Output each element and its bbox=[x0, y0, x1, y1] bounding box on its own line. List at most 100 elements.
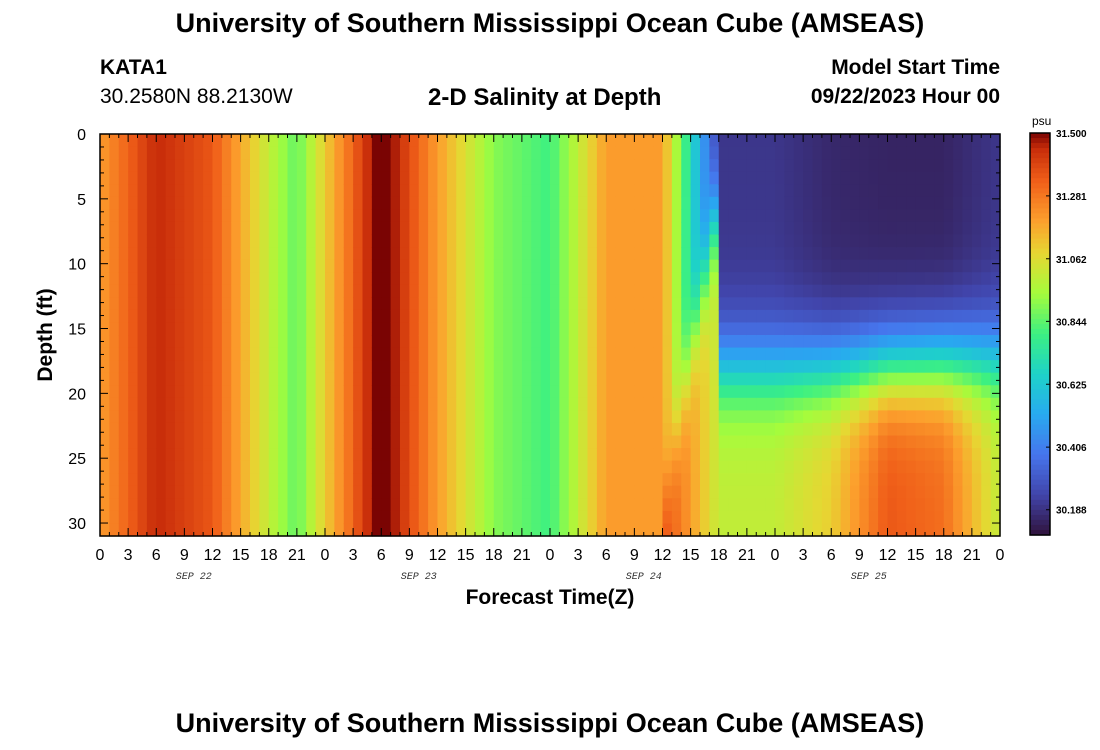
heatmap-cell bbox=[831, 473, 842, 487]
heatmap-cell bbox=[409, 134, 420, 148]
heatmap-cell bbox=[793, 184, 804, 198]
heatmap-cell bbox=[221, 485, 232, 499]
heatmap-cell bbox=[175, 247, 185, 261]
heatmap-cell bbox=[981, 360, 992, 374]
heatmap-cell bbox=[409, 460, 420, 474]
heatmap-cell bbox=[653, 284, 664, 298]
axis-ticks bbox=[99, 133, 1001, 537]
heatmap-cell bbox=[100, 473, 110, 487]
heatmap-cell bbox=[962, 460, 973, 474]
heatmap-cell bbox=[756, 498, 767, 512]
heatmap-cell bbox=[681, 510, 692, 525]
heatmap-cell bbox=[737, 485, 748, 499]
colorbar-segment bbox=[1030, 213, 1050, 220]
heatmap-cell bbox=[221, 435, 232, 449]
x-tick-label: 21 bbox=[738, 547, 756, 564]
heatmap-cell bbox=[887, 234, 898, 248]
heatmap-cell bbox=[268, 272, 279, 286]
heatmap-cell bbox=[400, 134, 410, 148]
heatmap-cell bbox=[906, 184, 917, 198]
heatmap-cell bbox=[418, 284, 429, 298]
heatmap-cell bbox=[315, 510, 326, 525]
heatmap-cell bbox=[296, 209, 307, 223]
heatmap-cell bbox=[737, 134, 748, 148]
heatmap-cell bbox=[128, 485, 139, 499]
heatmap-cell bbox=[325, 523, 335, 537]
heatmap-cell bbox=[746, 171, 757, 185]
heatmap-cell bbox=[456, 272, 467, 286]
heatmap-cell bbox=[896, 247, 907, 261]
heatmap-cell bbox=[606, 322, 617, 336]
heatmap-cell bbox=[596, 146, 607, 160]
heatmap-cell bbox=[306, 422, 317, 437]
heatmap-cell bbox=[475, 473, 485, 487]
heatmap-cell bbox=[540, 309, 551, 324]
heatmap-cell bbox=[446, 448, 457, 462]
heatmap-cell bbox=[615, 498, 626, 512]
heatmap-cell bbox=[193, 184, 204, 198]
heatmap-cell bbox=[840, 234, 851, 248]
heatmap-cell bbox=[831, 297, 842, 311]
heatmap-cell bbox=[671, 448, 682, 462]
heatmap-cell bbox=[118, 473, 129, 487]
heatmap-cell bbox=[156, 234, 167, 248]
heatmap-cell bbox=[100, 247, 110, 261]
heatmap-cell bbox=[868, 335, 879, 349]
heatmap-cell bbox=[362, 309, 373, 324]
heatmap-cell bbox=[231, 460, 242, 474]
heatmap-cell bbox=[437, 196, 448, 210]
heatmap-cell bbox=[428, 448, 439, 462]
heatmap-cell bbox=[746, 322, 757, 336]
colorbar-segment bbox=[1030, 334, 1050, 340]
heatmap-cell bbox=[634, 473, 645, 487]
heatmap-cell bbox=[821, 171, 832, 185]
heatmap-cell bbox=[193, 460, 204, 474]
heatmap-cell bbox=[118, 309, 129, 324]
heatmap-cell bbox=[878, 385, 889, 399]
heatmap-cell bbox=[775, 372, 785, 386]
heatmap-cell bbox=[212, 485, 223, 499]
heatmap-cell bbox=[381, 485, 392, 499]
heatmap-cell bbox=[831, 372, 842, 386]
heatmap-cell bbox=[775, 460, 785, 474]
heatmap-cell bbox=[681, 247, 692, 261]
heatmap-cell bbox=[118, 410, 129, 424]
heatmap-cell bbox=[596, 171, 607, 185]
heatmap-cell bbox=[175, 422, 185, 437]
heatmap-cell bbox=[990, 360, 1001, 374]
heatmap-cell bbox=[353, 360, 364, 374]
heatmap-cell bbox=[296, 259, 307, 273]
heatmap-cell bbox=[681, 309, 692, 324]
heatmap-cell bbox=[606, 209, 617, 223]
heatmap-cell bbox=[925, 410, 935, 424]
heatmap-cell bbox=[784, 297, 795, 311]
heatmap-cell bbox=[212, 297, 223, 311]
heatmap-cell bbox=[146, 146, 157, 160]
heatmap-cell bbox=[212, 422, 223, 437]
heatmap-cell bbox=[681, 435, 692, 449]
heatmap-cell bbox=[268, 297, 279, 311]
heatmap-cell bbox=[962, 473, 973, 487]
heatmap-cell bbox=[737, 448, 748, 462]
heatmap-cell bbox=[606, 422, 617, 437]
heatmap-cell bbox=[653, 247, 664, 261]
heatmap-cell bbox=[756, 510, 767, 525]
heatmap-cell bbox=[559, 473, 570, 487]
heatmap-cell bbox=[493, 435, 504, 449]
colorbar-segment bbox=[1030, 273, 1050, 280]
heatmap-cell bbox=[878, 234, 889, 248]
heatmap-cell bbox=[315, 184, 326, 198]
heatmap-cell bbox=[165, 335, 176, 349]
heatmap-cell bbox=[606, 221, 617, 236]
heatmap-cell bbox=[596, 485, 607, 499]
heatmap-cell bbox=[409, 485, 420, 499]
heatmap-cell bbox=[128, 448, 139, 462]
heatmap-cell bbox=[578, 448, 589, 462]
heatmap-cell bbox=[296, 410, 307, 424]
heatmap-cell bbox=[353, 134, 364, 148]
heatmap-cell bbox=[850, 347, 860, 361]
heatmap-cell bbox=[231, 410, 242, 424]
heatmap-cell bbox=[821, 498, 832, 512]
heatmap-cell bbox=[231, 196, 242, 210]
heatmap-cell bbox=[540, 410, 551, 424]
